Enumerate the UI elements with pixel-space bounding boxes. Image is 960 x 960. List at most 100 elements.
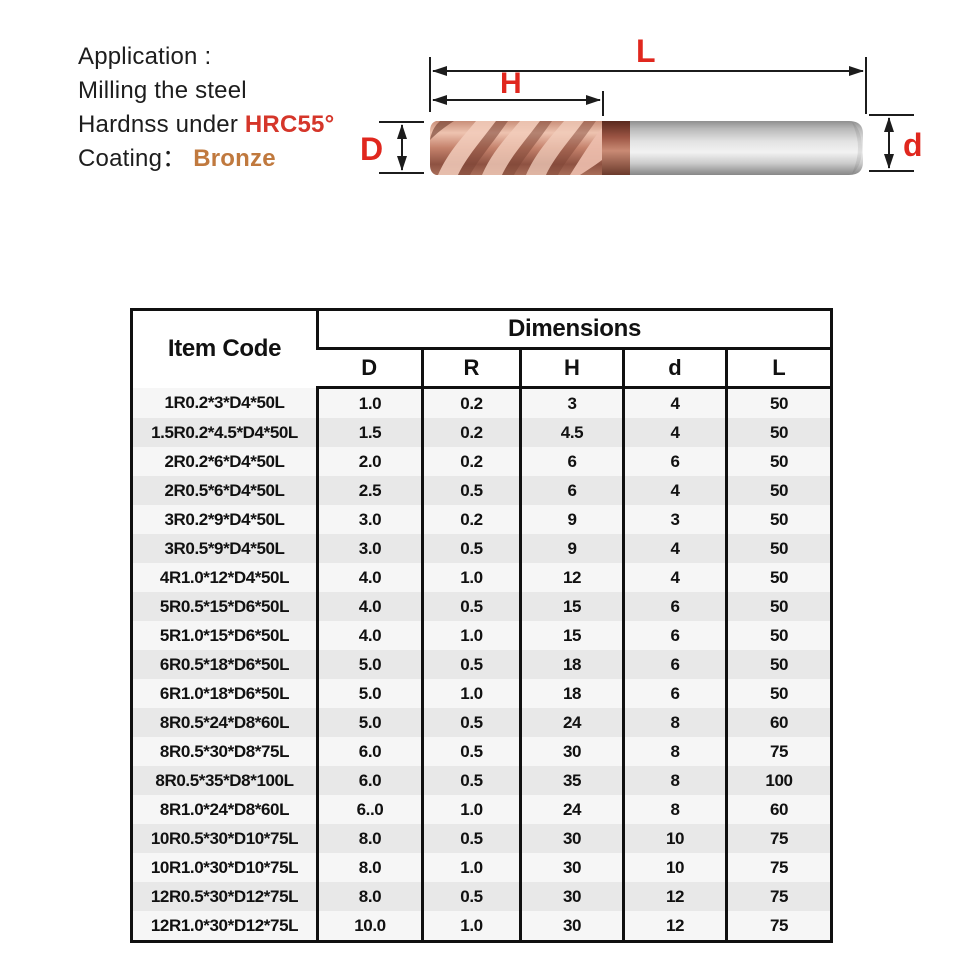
item-code-cell: 5R0.5*15*D6*50L [131,592,318,621]
cell-d: 12 [622,911,727,942]
item-code-cell: 3R0.5*9*D4*50L [131,534,318,563]
cell-d: 3 [622,505,727,534]
column-header-D: D [317,348,423,389]
cell-H: 35 [519,766,624,795]
cell-H: 18 [519,650,624,679]
hardness-value: HRC55° [244,111,335,138]
cell-L: 60 [724,795,832,824]
cell-d: 8 [622,795,727,824]
item-code-cell: 1.5R0.2*4.5*D4*50L [131,418,318,447]
dimension-D [379,121,424,174]
item-code-cell: 4R1.0*12*D4*50L [131,563,318,592]
table-row: 1.5R0.2*4.5*D4*50L 1.5 0.2 4.5 4 50 [131,418,832,447]
label-L: L [636,33,656,69]
cell-d: 4 [622,563,727,592]
cell-R: 1.0 [421,911,521,942]
hardness-line: Hardnss under HRC55° [78,108,334,142]
dimension-H [432,91,604,116]
cell-R: 1.0 [421,853,521,882]
cell-L: 50 [724,418,832,447]
cell-d: 6 [622,650,727,679]
cell-d: 12 [622,882,727,911]
application-info: Application : Milling the steel Hardnss … [78,40,334,176]
table-row: 10R1.0*30*D10*75L 8.0 1.0 30 10 75 [131,853,832,882]
cell-L: 75 [724,853,832,882]
coating-line: Coating： Bronze [78,142,334,176]
cell-d: 10 [622,853,727,882]
item-code-cell: 12R0.5*30*D12*75L [131,882,318,911]
table-row: 3R0.5*9*D4*50L 3.0 0.5 9 4 50 [131,534,832,563]
item-code-cell: 2R0.5*6*D4*50L [131,476,318,505]
cell-H: 6 [519,447,624,476]
endmill-dimension-diagram: L H D d [360,33,923,175]
cell-d: 4 [622,387,727,418]
cell-d: 8 [622,737,727,766]
table-row: 8R0.5*35*D8*100L 6.0 0.5 35 8 100 [131,766,832,795]
dimensions-header: Dimensions [315,309,832,350]
cell-H: 30 [519,911,624,942]
cell-D: 3.0 [316,505,423,534]
item-code-cell: 3R0.2*9*D4*50L [131,505,318,534]
column-header-L: L [724,348,832,389]
cell-D: 6.0 [316,766,423,795]
column-header-H: H [519,348,624,389]
item-code-cell: 1R0.2*3*D4*50L [131,387,318,418]
cell-H: 9 [519,505,624,534]
item-code-cell: 8R1.0*24*D8*60L [131,795,318,824]
table-body: 1R0.2*3*D4*50L 1.0 0.2 3 4 50 1.5R0.2*4.5*D4*5… [131,387,832,942]
item-code-cell: 6R0.5*18*D6*50L [131,650,318,679]
cell-L: 50 [724,387,832,418]
cell-d: 8 [622,766,727,795]
coating-collar [602,121,630,175]
cell-H: 30 [519,853,624,882]
item-code-cell: 8R0.5*24*D8*60L [131,708,318,737]
cell-D: 8.0 [316,824,423,853]
cell-L: 75 [724,911,832,942]
item-code-cell: 6R1.0*18*D6*50L [131,679,318,708]
cell-L: 50 [724,563,832,592]
cell-R: 0.5 [421,476,521,505]
cell-H: 3 [519,387,624,418]
item-code-cell: 10R1.0*30*D10*75L [131,853,318,882]
column-header-R: R [421,348,521,389]
cell-H: 30 [519,882,624,911]
cell-R: 0.5 [421,882,521,911]
cell-R: 0.5 [421,650,521,679]
cell-d: 4 [622,418,727,447]
cell-R: 1.0 [421,621,521,650]
cell-d: 6 [622,592,727,621]
application-title: Application : [78,43,212,70]
shank-section [630,121,863,175]
cell-d: 4 [622,534,727,563]
cell-d: 8 [622,708,727,737]
coating-prefix: Coating： [78,145,187,172]
cell-D: 1.5 [316,418,423,447]
cell-D: 8.0 [316,882,423,911]
item-code-cell: 8R0.5*30*D8*75L [131,737,318,766]
table-row: 5R0.5*15*D6*50L 4.0 0.5 15 6 50 [131,592,832,621]
cell-H: 30 [519,737,624,766]
cell-H: 24 [519,708,624,737]
cell-D: 4.0 [316,621,423,650]
cell-L: 50 [724,650,832,679]
table-row: 8R1.0*24*D8*60L 6..0 1.0 24 8 60 [131,795,832,824]
cell-H: 6 [519,476,624,505]
cell-D: 6.0 [316,737,423,766]
cell-R: 0.5 [421,737,521,766]
cell-H: 15 [519,592,624,621]
cell-R: 1.0 [421,679,521,708]
cell-d: 4 [622,476,727,505]
hardness-prefix: Hardnss under [78,111,245,138]
item-code-header: Item Code [131,309,318,388]
cell-R: 0.2 [421,505,521,534]
cell-d: 6 [622,679,727,708]
flute-spirals [430,121,602,175]
spec-table-container: Item Code Dimensions D R H d L 1R0.2*3*D… [130,308,834,943]
label-H: H [500,67,522,100]
cell-H: 15 [519,621,624,650]
cell-R: 1.0 [421,795,521,824]
item-code-cell: 2R0.2*6*D4*50L [131,447,318,476]
table-row: 2R0.2*6*D4*50L 2.0 0.2 6 6 50 [131,447,832,476]
cell-L: 100 [724,766,832,795]
cell-D: 4.0 [316,592,423,621]
